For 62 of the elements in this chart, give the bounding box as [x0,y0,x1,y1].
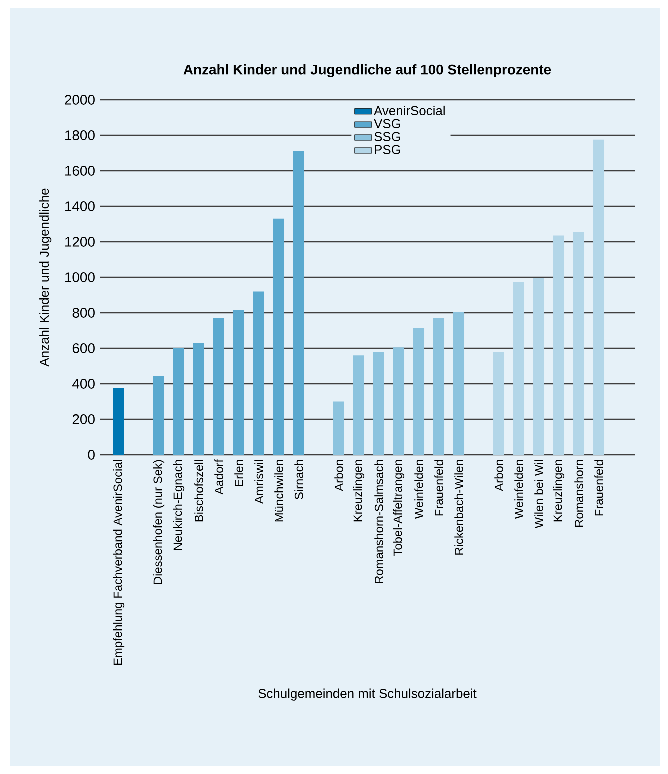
bar [434,318,445,455]
x-tick-label: Rickenbach-Wilen [454,460,464,555]
bar [554,236,565,455]
x-tick-label: Amriswil [254,460,264,504]
x-tick-label: Wilen bei Wil [534,460,544,529]
x-tick-label: Aadorf [214,460,224,495]
x-tick-label: Sirnach [294,460,304,500]
y-tick-label: 2000 [65,95,95,105]
x-tick-label: Romanshorn [574,460,584,527]
bar [334,402,345,455]
x-tick-label: Kreuzlingen [553,460,565,522]
y-tick-label: 1200 [66,237,95,247]
x-tick-label: Erlen [234,460,244,486]
legend-label: VSG [374,119,400,128]
y-tick-label: 1000 [66,272,95,282]
bar [374,352,385,455]
bar [354,356,365,455]
bar [194,343,205,455]
y-tick-label: 400 [72,379,95,389]
bar [234,310,245,455]
bar [154,376,165,455]
y-tick-label: 1600 [66,166,95,176]
y-tick-label: 0 [88,450,95,460]
x-tick-label: Bischofszell [194,460,204,522]
x-tick-label: Münchwilen [274,460,284,522]
bar [494,352,505,455]
bar [414,328,425,455]
bar [454,312,465,455]
bar [174,348,185,455]
bar [274,218,285,455]
y-tick-label: 1400 [66,202,95,212]
x-tick-label: Arbon [494,460,504,492]
bar [594,140,605,455]
x-tick-label: Neukirch-Egnach [173,460,185,550]
bar [394,348,405,455]
legend-label: AvenirSocial [374,106,445,116]
x-tick-label: Diessenhofen (nur Sek) [153,460,165,584]
y-tick-label: 800 [72,308,95,318]
y-tick-label: 600 [72,344,95,354]
x-axis-title: Schulgemeinden mit Schulsozialarbeit [258,688,477,701]
x-tick-label: Frauenfeld [434,460,444,516]
x-tick-label: Empfehlung Fachverband AvenirSocial [113,460,125,665]
legend-label: SSG [374,132,400,142]
x-tick-label: Kreuzlingen [353,460,365,522]
x-tick-label: Romanshorn-Salmsach [374,460,384,584]
x-tick-label: Arbon [334,460,344,492]
x-tick-label: Frauenfeld [594,460,604,516]
y-tick-label: 1800 [66,130,95,140]
legend-label: PSG [375,145,400,154]
bar [534,278,545,455]
x-tick-label: Weinfelden [414,460,424,520]
bar [114,388,124,455]
y-tick-label: 200 [72,414,95,424]
bar [254,292,265,455]
x-tick-label: Weinfelden [514,460,524,520]
bar [514,282,525,455]
y-axis-title: Anzahl Kinder und Jugendliche [40,188,52,367]
chart-title: Anzahl Kinder und Jugendliche auf 100 Stellenprozente [184,64,552,78]
bar [294,151,305,455]
x-tick-label: Tobel-Affeltrangen [393,460,405,556]
bar [214,318,225,455]
bar [574,232,585,455]
